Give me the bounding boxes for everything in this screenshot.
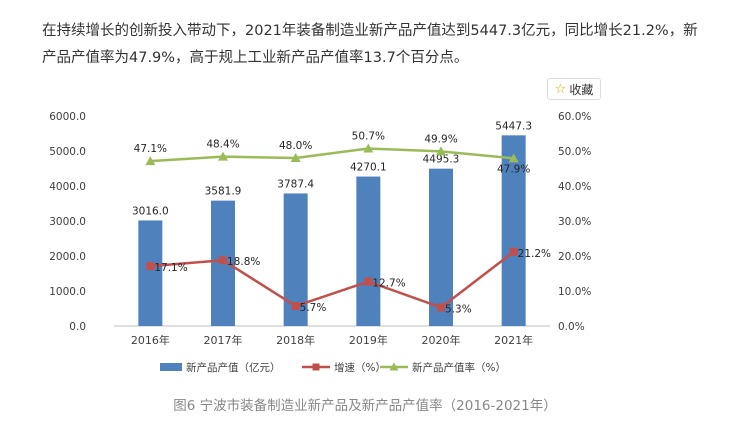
point-marker bbox=[145, 156, 156, 166]
y-right-tick-label: 10.0% bbox=[558, 286, 591, 298]
y-left-tick-label: 4000.0 bbox=[49, 181, 86, 193]
point-label: 47.9% bbox=[497, 163, 530, 175]
legend-marker bbox=[389, 362, 399, 371]
chart-legend: 新产品产值（亿元） 增速（%） 新产品产值率（%） bbox=[160, 361, 506, 374]
y-left-tick-label: 2000.0 bbox=[49, 251, 86, 263]
legend-label: 增速（%） bbox=[334, 361, 386, 374]
legend-swatch bbox=[160, 363, 182, 371]
y-left-tick-label: 1000.0 bbox=[49, 286, 86, 298]
y-right-tick-label: 50.0% bbox=[558, 146, 591, 158]
point-marker bbox=[363, 143, 374, 153]
favorite-button[interactable]: ☆ 收藏 bbox=[547, 78, 601, 100]
point-marker bbox=[364, 277, 373, 286]
y-left-tick-label: 5000.0 bbox=[49, 146, 86, 158]
point-marker bbox=[291, 302, 300, 311]
point-marker bbox=[219, 256, 227, 265]
y-left-tick-label: 0.0 bbox=[69, 321, 86, 333]
point-label: 5.3% bbox=[445, 303, 472, 315]
bars bbox=[138, 135, 526, 326]
x-tick-label: 2016年 bbox=[131, 333, 170, 347]
bar bbox=[501, 135, 526, 326]
point-label: 21.2% bbox=[518, 248, 551, 260]
bar-label: 4495.3 bbox=[423, 154, 460, 166]
chart-axes: 0.0 1000.0 2000.0 3000.0 4000.0 5000.0 6000.0 0… bbox=[49, 111, 591, 347]
point-marker bbox=[146, 262, 155, 271]
point-marker bbox=[436, 146, 446, 156]
y-right-tick-label: 20.0% bbox=[558, 251, 591, 263]
bar-label: 5447.3 bbox=[495, 120, 532, 132]
growth-line: 17.1% 18.8% 5.7% 12.7% 5.3% 21.2% bbox=[146, 247, 551, 315]
legend-marker bbox=[312, 363, 320, 371]
star-icon: ☆ bbox=[554, 81, 567, 97]
chart: 0.0 1000.0 2000.0 3000.0 4000.0 5000.0 6000.0 0… bbox=[49, 111, 591, 374]
bar-labels: 3016.0 3581.9 3787.4 4270.1 4495.3 5447.3 bbox=[132, 120, 532, 217]
point-label: 18.8% bbox=[227, 256, 260, 268]
x-tick-label: 2019年 bbox=[349, 333, 388, 347]
figure-caption: 图6 宁波市装备制造业新产品及新产品产值率（2016-2021年） bbox=[173, 398, 557, 414]
bar-label: 3016.0 bbox=[132, 205, 169, 217]
point-label: 50.7% bbox=[352, 131, 385, 143]
point-marker bbox=[437, 303, 445, 312]
point-label: 48.0% bbox=[279, 140, 312, 152]
x-tick-label: 2021年 bbox=[494, 333, 533, 347]
y-right-tick-label: 0.0% bbox=[558, 321, 585, 333]
legend-label: 新产品产值（亿元） bbox=[186, 361, 281, 374]
point-label: 48.4% bbox=[206, 139, 239, 151]
bar bbox=[138, 220, 163, 326]
point-label: 5.7% bbox=[300, 302, 327, 314]
point-marker bbox=[218, 151, 228, 161]
bar-label: 3787.4 bbox=[277, 178, 314, 190]
bar bbox=[356, 176, 381, 326]
point-marker bbox=[290, 153, 301, 162]
y-right-tick-label: 40.0% bbox=[558, 181, 591, 193]
point-marker bbox=[508, 153, 519, 163]
x-tick-label: 2018年 bbox=[276, 333, 315, 347]
favorite-label: 收藏 bbox=[569, 82, 594, 97]
series-line bbox=[150, 250, 515, 309]
point-label: 17.1% bbox=[154, 262, 187, 274]
y-right-tick-label: 60.0% bbox=[558, 111, 591, 123]
x-tick-label: 2020年 bbox=[422, 333, 461, 347]
x-tick-label: 2017年 bbox=[204, 333, 243, 347]
point-marker bbox=[509, 247, 518, 256]
point-label: 47.1% bbox=[134, 143, 167, 155]
y-right-tick-label: 30.0% bbox=[558, 216, 591, 228]
rate-line: 47.1% 48.4% 48.0% 50.7% 49.9% 47.9% bbox=[134, 131, 531, 176]
bar-label: 3581.9 bbox=[205, 186, 242, 198]
y-left-tick-label: 3000.0 bbox=[49, 216, 86, 228]
y-left-tick-label: 6000.0 bbox=[49, 111, 86, 123]
article-paragraph: 在持续增长的创新投入带动下，2021年装备制造业新产品产值达到5447.3亿元，… bbox=[42, 23, 698, 66]
bar-label: 4270.1 bbox=[350, 162, 387, 174]
point-label: 12.7% bbox=[372, 278, 405, 290]
point-label: 49.9% bbox=[424, 133, 457, 145]
legend-label: 新产品产值率（%） bbox=[412, 361, 506, 374]
series-line bbox=[150, 147, 514, 163]
